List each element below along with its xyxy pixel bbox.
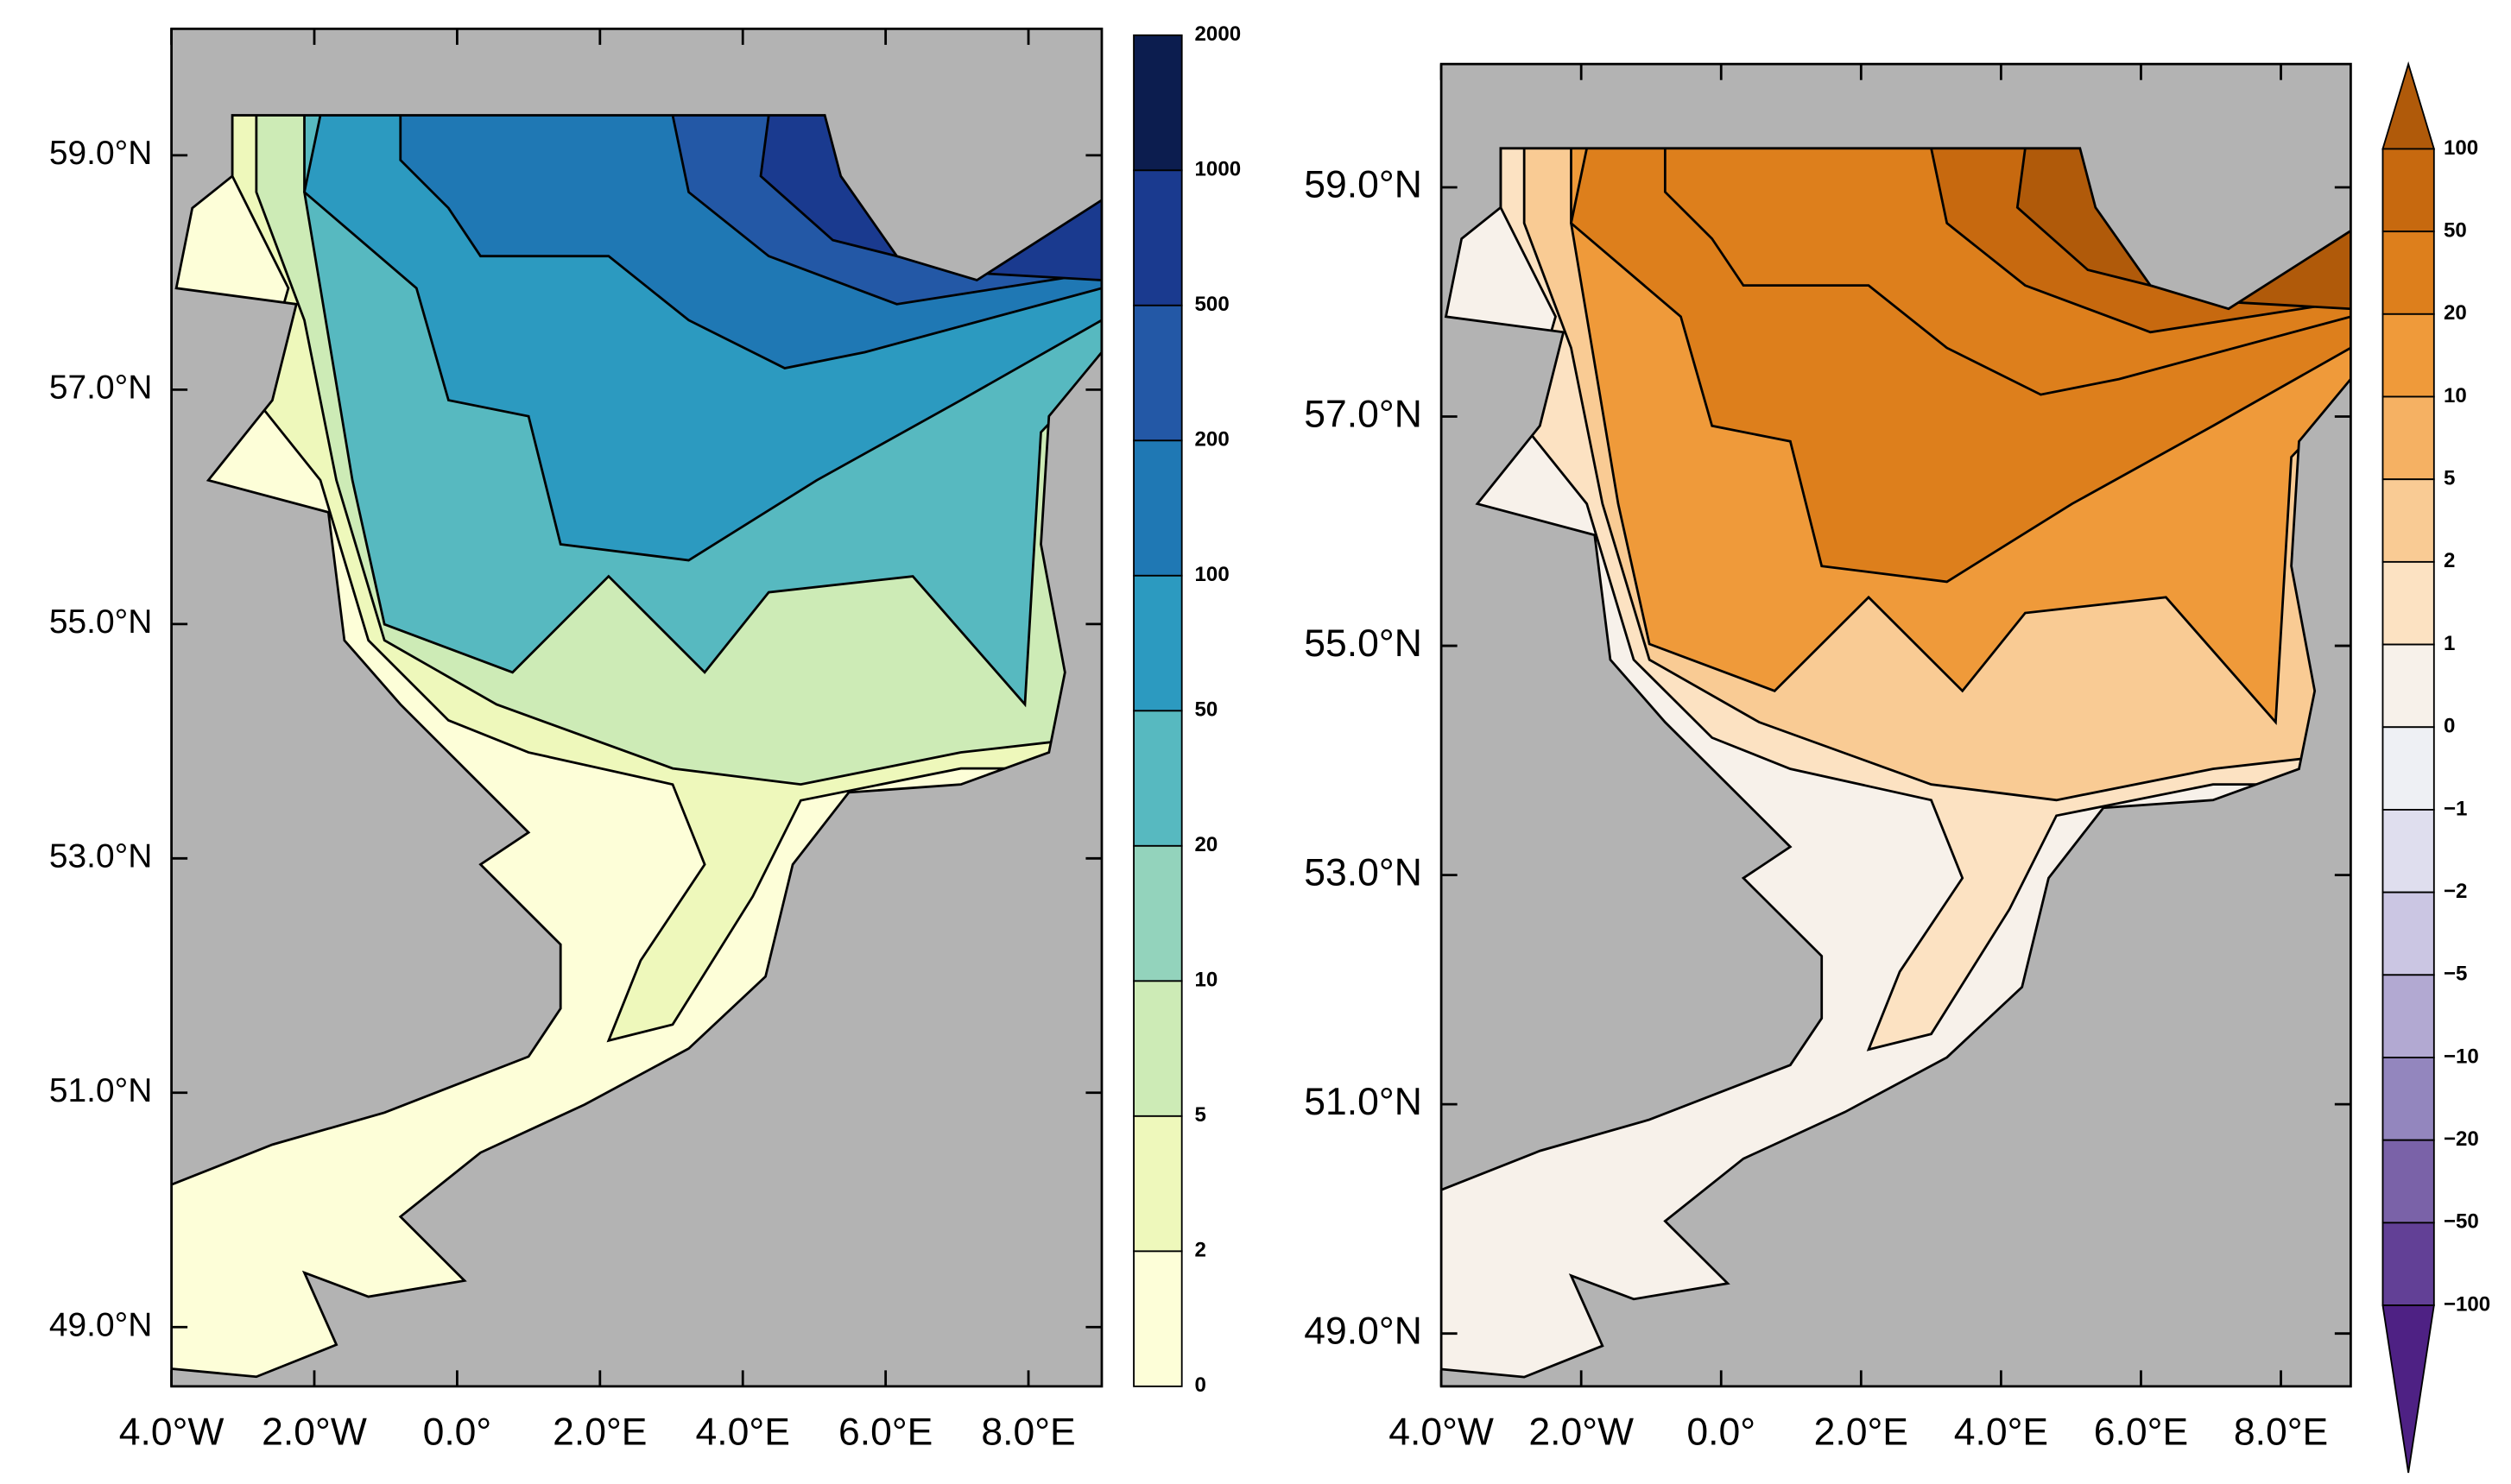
lon-label: 4.0°E [696,1411,790,1453]
colorbar-label: −100 [2444,1292,2490,1316]
colorbar-segment [2381,974,2435,1058]
colorbar-label: 20 [1195,833,1218,856]
colorbar-label: −10 [2444,1045,2479,1068]
colorbar-segment [1133,710,1183,847]
colorbar-label: 100 [1195,563,1230,586]
map-frame [170,27,1104,1388]
colorbar-segment [1133,1250,1183,1387]
colorbar-segment [1133,574,1183,712]
lon-label: 0.0° [423,1411,492,1453]
colorbar-segment [2381,726,2435,811]
colorbar-segment [2381,148,2435,233]
colorbar-label: 10 [1195,969,1218,992]
lat-label: 55.0°N [1304,622,1422,665]
colorbar-segment [1133,1115,1183,1253]
lat-label: 59.0°N [49,135,152,172]
map-panel: 59.0°N 57.0°N 55.0°N 53.0°N 51.0°N 49.0°N 4.0°… [1304,62,2352,1453]
colorbar-label: 1 [2444,632,2455,655]
lon-label: 8.0°E [981,1411,1075,1453]
colorbar-label: 50 [2444,219,2467,243]
colorbar-label: 20 [2444,301,2467,325]
lat-label: 51.0°N [1304,1081,1422,1123]
lon-label: 6.0°E [838,1411,933,1453]
lon-label: 4.0°E [1954,1411,2048,1453]
colorbar-label: 2 [2444,549,2455,572]
lon-label: 8.0°E [2234,1411,2328,1453]
lat-label: 55.0°N [49,603,152,641]
map-panel: 59.0°N 57.0°N 55.0°N 53.0°N 51.0°N 49.0°N 4.0°… [49,27,1104,1453]
colorbar-segment [1133,304,1183,442]
lat-label: 57.0°N [49,369,152,407]
colorbar-label: 200 [1195,428,1230,452]
colorbar-label: 0 [2444,715,2455,738]
colorbar-segment [1133,34,1183,172]
colorbar-segment [2381,1057,2435,1141]
colorbar-segment [2381,560,2435,646]
colorbar-arrow [2381,1304,2435,1474]
colorbar-segment [1133,169,1183,306]
colorbar-segment [2381,395,2435,481]
colorbar-label: 2 [1195,1239,1206,1262]
colorbar-segment [2381,313,2435,398]
colorbar-label: −2 [2444,880,2467,903]
lat-label: 49.0°N [1304,1310,1422,1352]
lat-label: 53.0°N [49,838,152,875]
lon-label: 4.0°W [119,1411,225,1453]
colorbar-label: 10 [2444,384,2467,407]
lat-label: 51.0°N [49,1072,152,1109]
colorbar-label: 5 [1195,1103,1206,1127]
colorbar-label: 5 [2444,467,2455,490]
colorbar-label: 100 [2444,136,2478,160]
lat-label: 57.0°N [1304,393,1422,435]
colorbar-segment [1133,844,1183,982]
coastline [1441,147,2351,1379]
colorbar-label: 50 [1195,698,1218,722]
colorbar-segment [2381,1222,2435,1306]
lon-label: 4.0°W [1388,1411,1494,1453]
colorbar-segment [1133,439,1183,577]
colorbar-label: −20 [2444,1127,2479,1151]
colorbar-segment [2381,643,2435,729]
colorbar-label: 0 [1195,1373,1206,1397]
coastline [171,114,1102,1379]
map-frame [1439,62,2352,1388]
lon-label: 2.0°E [1814,1411,1908,1453]
lon-label: 2.0°E [553,1411,647,1453]
lat-label: 59.0°N [1304,164,1422,206]
colorbar-label: 1000 [1195,158,1242,181]
lat-label: 49.0°N [49,1307,152,1344]
lon-label: 0.0° [1686,1411,1755,1453]
colorbar-segment [2381,809,2435,894]
colorbar-segment [2381,1139,2435,1224]
lat-label: 53.0°N [1304,851,1422,894]
colorbar-segment [2381,891,2435,976]
colorbar-label: −1 [2444,797,2467,820]
colorbar-label: −5 [2444,963,2467,986]
colorbar-label: 500 [1195,293,1230,316]
colorbar-label: 2000 [1195,22,1242,46]
lon-label: 2.0°W [1528,1411,1634,1453]
colorbar-segment [2381,230,2435,315]
lon-label: 6.0°E [2094,1411,2188,1453]
colorbar-segment [1133,980,1183,1117]
lon-label: 2.0°W [262,1411,367,1453]
colorbar-arrow [2381,60,2436,150]
colorbar-segment [2381,478,2435,563]
colorbar-label: −50 [2444,1210,2479,1234]
